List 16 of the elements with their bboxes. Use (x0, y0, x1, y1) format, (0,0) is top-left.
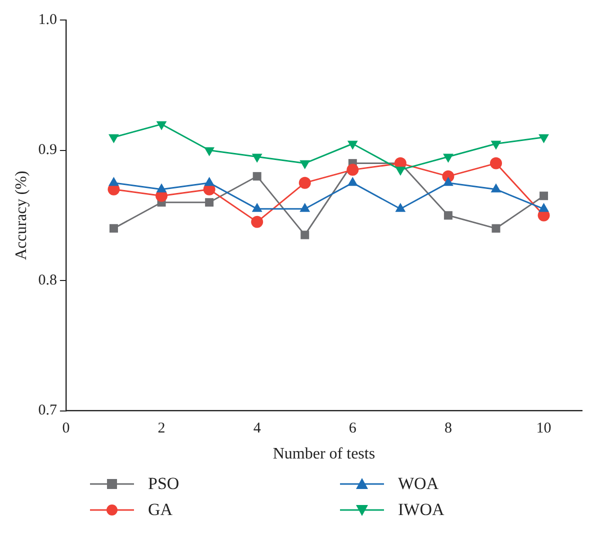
y-tick-label: 0.9 (38, 142, 57, 158)
x-tick-label: 8 (444, 420, 452, 437)
y-axis-title: Accuracy (%) (12, 170, 30, 260)
legend-label: GA (148, 500, 173, 520)
x-tick-label: 6 (348, 420, 357, 437)
x-axis-title: Number of tests (272, 446, 376, 463)
y-tick-label: 1.0 (38, 12, 57, 28)
x-tick-label: 4 (253, 420, 262, 437)
legend-label: IWOA (398, 500, 444, 520)
legend-label: WOA (398, 474, 439, 494)
x-tick-label: 2 (158, 420, 166, 437)
y-tick-label: 0.7 (38, 402, 58, 419)
legend-label: PSO (148, 474, 180, 494)
x-tick-label: 10 (536, 420, 552, 437)
y-tick-label: 0.8 (38, 272, 57, 288)
x-tick-label: 0 (62, 420, 70, 437)
